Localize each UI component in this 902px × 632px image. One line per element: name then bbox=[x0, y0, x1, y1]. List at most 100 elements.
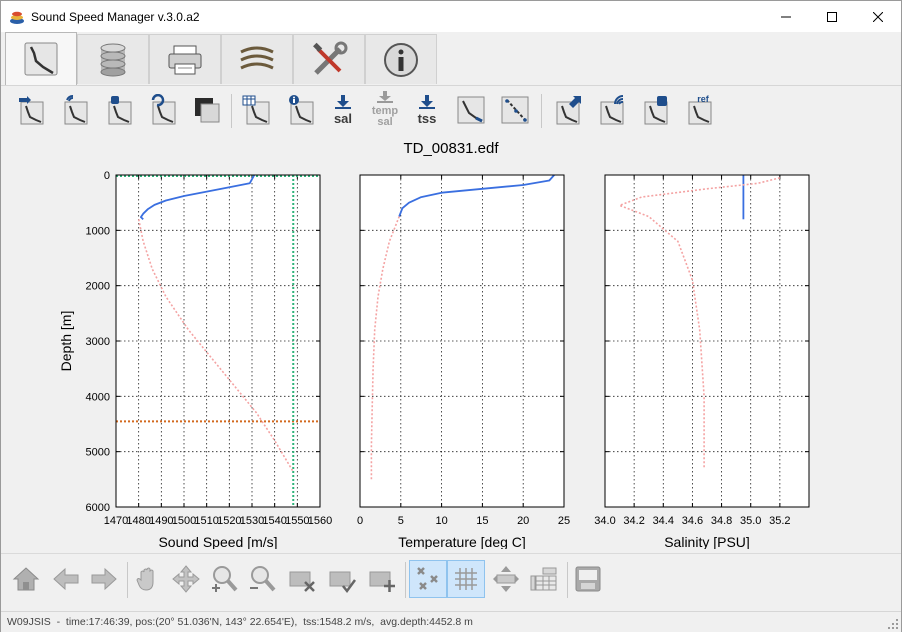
zoom-in-button[interactable] bbox=[205, 560, 243, 598]
navbar-separator bbox=[567, 562, 568, 598]
ref-label: ref bbox=[697, 94, 710, 104]
toolbar-separator bbox=[231, 94, 232, 128]
temp-sal-label: sal bbox=[377, 116, 392, 128]
y-tick-label: 6000 bbox=[86, 502, 110, 514]
y-tick-label: 3000 bbox=[86, 336, 110, 348]
reload-icon bbox=[151, 94, 176, 125]
minimize-button[interactable] bbox=[763, 1, 809, 32]
home-icon bbox=[12, 567, 40, 591]
transmit-profile-icon bbox=[600, 95, 624, 125]
legend-icon bbox=[493, 566, 519, 592]
receive-profile-button[interactable] bbox=[55, 90, 95, 130]
preview-thinning-button[interactable] bbox=[495, 90, 535, 130]
tab-settings[interactable] bbox=[293, 34, 365, 84]
load-from-db-button[interactable] bbox=[99, 90, 139, 130]
minimize-icon bbox=[781, 16, 791, 17]
export-profile-button[interactable] bbox=[547, 90, 587, 130]
save-db-icon bbox=[644, 96, 668, 125]
profile-info-button[interactable] bbox=[281, 90, 321, 130]
clear-data-icon bbox=[195, 98, 220, 123]
maximize-button[interactable] bbox=[809, 1, 855, 32]
forward-button[interactable] bbox=[85, 560, 123, 598]
insert-sample-button[interactable] bbox=[363, 560, 401, 598]
plot-navigation-toolbar bbox=[1, 553, 901, 611]
plot-panel-bg bbox=[116, 175, 320, 507]
unflag-data-button[interactable] bbox=[323, 560, 361, 598]
clear-data-button[interactable] bbox=[187, 90, 227, 130]
tab-server[interactable] bbox=[149, 34, 221, 84]
x-tick-label: 0 bbox=[357, 515, 363, 527]
reference-profile-button[interactable]: ref bbox=[679, 90, 719, 130]
resize-grip-icon[interactable] bbox=[887, 618, 899, 630]
move-cross-icon bbox=[172, 565, 200, 593]
save-to-db-button[interactable] bbox=[635, 90, 675, 130]
import-profile-icon bbox=[19, 96, 44, 125]
back-button[interactable] bbox=[47, 560, 85, 598]
measured-profile-line bbox=[139, 174, 256, 220]
plot-panel-frame bbox=[115, 174, 321, 508]
toolbar-separator bbox=[541, 94, 542, 128]
server-icon bbox=[168, 45, 202, 74]
extend-profile-button[interactable] bbox=[451, 90, 491, 130]
zoom-out-button[interactable] bbox=[243, 560, 281, 598]
retrieve-salinity-button[interactable]: sal bbox=[323, 90, 363, 130]
transmit-profile-button[interactable] bbox=[591, 90, 631, 130]
pan-button[interactable] bbox=[129, 560, 167, 598]
zoom-in-icon bbox=[212, 566, 238, 592]
x-tick-label: 1510 bbox=[194, 515, 218, 527]
import-profile-button[interactable] bbox=[11, 90, 51, 130]
download-arrow-disabled-icon: temp sal bbox=[372, 91, 399, 128]
x-tick-label: 1480 bbox=[126, 515, 150, 527]
download-arrow-icon: sal bbox=[334, 95, 352, 126]
chart-title: TD_00831.edf bbox=[403, 140, 499, 157]
load-db-icon bbox=[108, 96, 132, 125]
y-tick-label: 4000 bbox=[86, 391, 110, 403]
tab-refraction[interactable] bbox=[221, 34, 293, 84]
back-arrow-icon bbox=[53, 567, 79, 591]
x-tick-label: 1560 bbox=[308, 515, 332, 527]
download-tss-icon: tss bbox=[418, 95, 437, 126]
reference-profile-icon: ref bbox=[688, 94, 712, 125]
window-title: Sound Speed Manager v.3.0.a2 bbox=[31, 10, 200, 24]
retrieve-temp-sal-button[interactable]: temp sal bbox=[365, 90, 405, 130]
tab-info[interactable] bbox=[365, 34, 437, 84]
retrieve-tss-button[interactable]: tss bbox=[407, 90, 447, 130]
x-tick-label: 1540 bbox=[262, 515, 286, 527]
x-tick-label: 35.0 bbox=[740, 515, 761, 527]
grid-icon bbox=[455, 568, 477, 590]
x-tick-label: 34.2 bbox=[623, 515, 644, 527]
navbar-separator bbox=[127, 562, 128, 598]
settings-tools-icon bbox=[313, 41, 348, 75]
close-button[interactable] bbox=[855, 1, 901, 32]
export-profile-icon bbox=[556, 96, 581, 125]
tss-label: tss bbox=[418, 111, 437, 126]
scale-button[interactable] bbox=[525, 560, 563, 598]
measured-profile-line bbox=[398, 174, 555, 217]
pan-hand-icon bbox=[136, 567, 154, 591]
reload-profile-button[interactable] bbox=[143, 90, 183, 130]
save-figure-button[interactable] bbox=[569, 560, 607, 598]
editor-toolbar: sal temp sal tss bbox=[1, 85, 901, 131]
profile-metadata-button[interactable] bbox=[237, 90, 277, 130]
info-icon bbox=[384, 42, 418, 77]
tab-database[interactable] bbox=[77, 34, 149, 84]
grid-toggle[interactable] bbox=[447, 560, 485, 598]
legend-button[interactable] bbox=[487, 560, 525, 598]
home-button[interactable] bbox=[7, 560, 45, 598]
y-axis-label: Depth [m] bbox=[58, 311, 74, 372]
thinning-icon bbox=[501, 96, 529, 124]
tab-editor[interactable] bbox=[5, 32, 77, 85]
profile-info-icon bbox=[289, 95, 314, 125]
y-tick-label: 0 bbox=[104, 170, 110, 182]
x-tick-label: 25 bbox=[558, 515, 570, 527]
temp-label: temp bbox=[372, 105, 399, 117]
move-button[interactable] bbox=[167, 560, 205, 598]
show-flagged-toggle[interactable] bbox=[409, 560, 447, 598]
show-flagged-icon bbox=[417, 567, 438, 590]
flag-data-button[interactable] bbox=[283, 560, 321, 598]
x-tick-label: 20 bbox=[517, 515, 529, 527]
status-bar: W09JSIS - time:17:46:39, pos:(20° 51.036… bbox=[1, 611, 901, 632]
scale-icon bbox=[530, 567, 557, 591]
x-tick-label: 34.6 bbox=[682, 515, 703, 527]
